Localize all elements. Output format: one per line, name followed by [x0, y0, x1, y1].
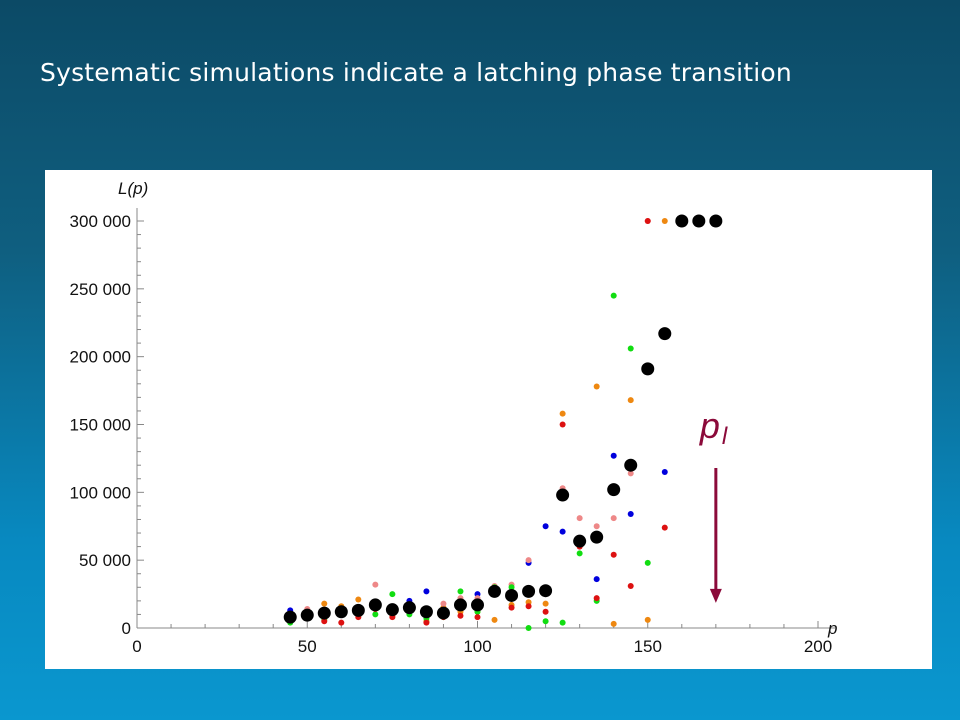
data-point: [576, 515, 583, 522]
data-point: [644, 218, 651, 224]
data-point: [423, 619, 430, 626]
y-tick-label: 100 000: [70, 483, 131, 502]
data-point: [644, 616, 651, 623]
data-point-large: [573, 534, 587, 548]
data-point: [423, 588, 430, 595]
data-point-large: [334, 605, 348, 619]
data-point: [440, 600, 447, 607]
data-point: [321, 618, 328, 625]
data-point: [610, 452, 617, 459]
data-point: [542, 608, 549, 615]
data-point: [627, 511, 634, 518]
data-point: [593, 523, 600, 530]
data-point: [457, 612, 464, 619]
data-point: [627, 582, 634, 589]
data-point: [661, 218, 668, 224]
data-point-large: [590, 530, 604, 544]
data-point: [593, 595, 600, 602]
x-tick-label: 150: [634, 637, 662, 656]
annotation-layer: pl: [699, 405, 728, 603]
x-tick-label: 0: [132, 637, 141, 656]
data-point: [627, 470, 634, 477]
data-point: [593, 383, 600, 390]
data-point-large: [505, 588, 519, 602]
y-tick-label: 250 000: [70, 280, 131, 299]
data-point-large: [368, 598, 382, 612]
data-point-large: [300, 608, 314, 622]
data-point: [610, 292, 617, 299]
data-point: [338, 619, 345, 626]
data-point: [474, 614, 481, 621]
data-point-large: [709, 214, 723, 228]
data-point-large: [351, 603, 365, 617]
data-point: [457, 588, 464, 595]
data-point-large: [556, 488, 570, 502]
data-point-large: [692, 214, 706, 228]
data-points-layer: [283, 214, 723, 631]
data-point-large: [488, 584, 502, 598]
data-point-large: [539, 584, 553, 598]
slide-title: Systematic simulations indicate a latchi…: [40, 58, 792, 87]
data-point-large: [317, 606, 331, 620]
data-point-large: [658, 327, 672, 341]
scatter-plot-panel: 0 50 100 150 200 0 50 000 100 000 150 000 200 000…: [45, 170, 932, 669]
data-point: [542, 618, 549, 625]
data-point-large: [471, 598, 484, 612]
axes-layer: 0 50 100 150 200 0 50 000 100 000 150 000 200 000…: [70, 179, 838, 656]
data-point: [559, 410, 566, 417]
data-point: [321, 600, 328, 607]
data-point: [542, 523, 549, 530]
data-point: [525, 625, 532, 631]
data-point: [610, 620, 617, 627]
data-point: [559, 421, 566, 428]
data-point: [542, 600, 549, 607]
data-point: [525, 603, 532, 610]
data-point: [559, 528, 566, 535]
data-point-large: [453, 598, 467, 612]
y-tick-label: 50 000: [79, 551, 131, 570]
data-point: [491, 616, 498, 623]
data-point: [508, 584, 515, 591]
x-tick-label: 100: [463, 637, 491, 656]
data-point-large: [385, 603, 399, 617]
data-point: [389, 591, 396, 598]
data-point-large: [624, 458, 638, 472]
data-point: [355, 596, 362, 603]
data-point: [627, 345, 634, 352]
y-tick-label: 0: [122, 619, 131, 638]
data-point: [644, 559, 651, 566]
x-tick-label: 50: [298, 637, 317, 656]
data-point-large: [436, 606, 450, 620]
data-point-large: [607, 483, 621, 497]
data-point: [610, 515, 617, 522]
scatter-chart: 0 50 100 150 200 0 50 000 100 000 150 000 200 000…: [70, 179, 838, 656]
data-point-large: [402, 601, 416, 615]
data-point: [610, 551, 617, 558]
data-point-large: [522, 584, 536, 598]
data-point-large: [675, 214, 689, 228]
data-point: [593, 576, 600, 583]
data-point: [661, 468, 668, 475]
data-point: [661, 524, 668, 531]
data-point: [372, 581, 379, 588]
y-axis-label: L(p): [118, 179, 148, 198]
threshold-arrow-head: [709, 588, 722, 603]
data-point: [559, 619, 566, 626]
data-point-large: [283, 610, 297, 624]
data-point-large: [641, 362, 655, 376]
data-point: [508, 604, 515, 611]
data-point: [372, 611, 379, 618]
x-tick-label: 200: [804, 637, 832, 656]
y-tick-label: 300 000: [70, 212, 131, 231]
data-point: [525, 557, 532, 564]
threshold-annotation-label: pl: [699, 405, 728, 450]
data-point-large: [419, 605, 433, 619]
y-tick-label: 150 000: [70, 416, 131, 435]
y-tick-label: 200 000: [70, 348, 131, 367]
data-point: [627, 397, 634, 404]
x-axis-label: p: [827, 619, 837, 638]
data-point: [576, 550, 583, 557]
